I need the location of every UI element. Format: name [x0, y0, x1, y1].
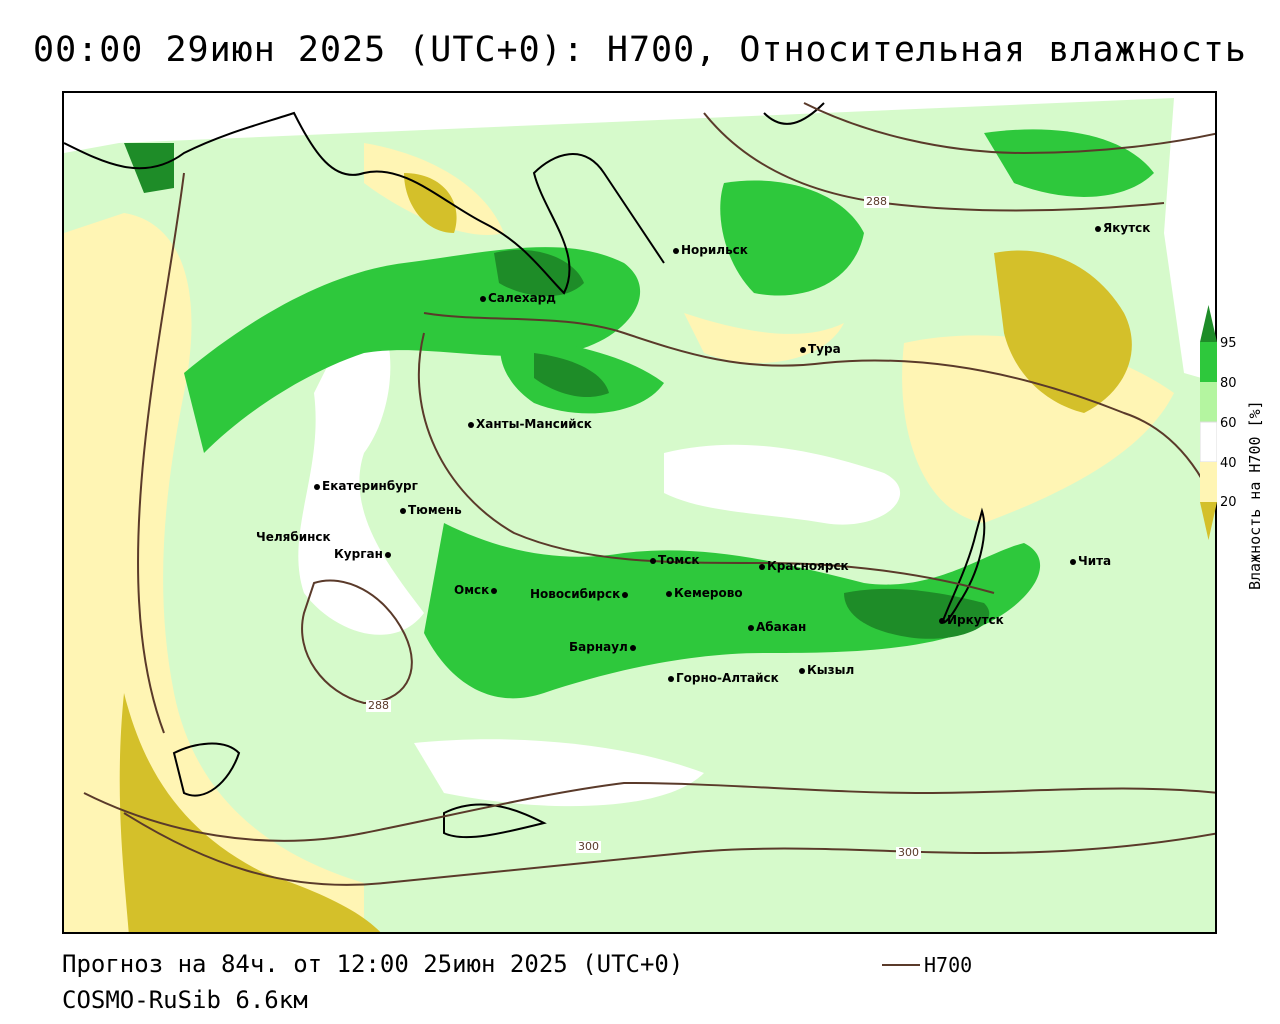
coastline	[443, 102, 825, 839]
city-yakutsk: Якутск	[1095, 221, 1150, 235]
city-marker-icon	[650, 557, 656, 564]
humidity-map: 288 288 300 300 Якутск Норильск Салехард…	[62, 91, 1217, 934]
colorbar-segment-20-40	[1200, 462, 1217, 502]
city-marker-icon	[468, 421, 474, 428]
colorbar-tick: 20	[1220, 495, 1237, 510]
city-marker-icon	[314, 483, 320, 490]
map-canvas	[64, 98, 1215, 932]
city-marker-icon	[759, 563, 765, 570]
humidity-colorbar	[1200, 305, 1217, 540]
city-omsk: Омск	[454, 583, 499, 597]
city-abakan: Абакан	[748, 620, 806, 634]
city-khanty-mansiysk: Ханты-Мансийск	[468, 417, 592, 431]
city-marker-icon	[673, 247, 679, 254]
city-marker-icon	[939, 617, 945, 624]
humidity-zone-above-95	[534, 353, 609, 398]
contour-label-300: 300	[576, 840, 601, 853]
humidity-zone-80-95	[424, 523, 1041, 699]
city-krasnoyarsk: Красноярск	[759, 559, 849, 573]
coastline	[64, 111, 665, 295]
city-gorno-altaysk: Горно-Алтайск	[668, 671, 779, 685]
colorbar-segment-40-60	[1200, 421, 1217, 463]
city-kemerovo: Кемерово	[666, 586, 743, 600]
city-novosibirsk: Новосибирск	[530, 587, 630, 601]
city-marker-icon	[480, 295, 486, 302]
city-chita: Чита	[1070, 554, 1111, 568]
crimea-outline	[172, 742, 241, 797]
colorbar-tick: 40	[1220, 456, 1237, 471]
city-salekhard: Салехард	[480, 291, 556, 305]
city-marker-icon	[799, 667, 805, 674]
humidity-zone-80-95	[720, 180, 864, 296]
city-marker-icon	[1070, 558, 1076, 565]
city-marker-icon	[1095, 225, 1101, 232]
map-title: 00:00 29июн 2025 (UTC+0): Н700, Относите…	[33, 30, 1247, 70]
contour-legend: Н700	[882, 953, 972, 977]
colorbar-segment-above95	[1200, 305, 1217, 342]
humidity-zone-below-20	[994, 250, 1132, 413]
humidity-zone-80-95	[184, 247, 641, 453]
city-tura: Тура	[800, 342, 841, 356]
city-marker-icon	[668, 675, 674, 682]
city-marker-icon	[748, 624, 754, 631]
colorbar-segment-below20	[1200, 502, 1217, 540]
city-chelyabinsk: Челябинск	[256, 530, 331, 544]
forecast-info: Прогноз на 84ч. от 12:00 25июн 2025 (UTC…	[62, 950, 684, 978]
city-norilsk: Норильск	[673, 243, 748, 257]
humidity-zone-80-95	[984, 129, 1154, 197]
city-marker-icon	[491, 587, 498, 594]
colorbar-segment-60-80	[1200, 382, 1217, 422]
colorbar-segment-80-95	[1200, 342, 1217, 382]
humidity-zone-above-95	[844, 588, 990, 639]
city-kurgan: Курган	[334, 547, 393, 561]
humidity-zone-below-20	[404, 173, 457, 233]
contour-label-288: 288	[864, 195, 889, 208]
domain-base	[64, 98, 1215, 932]
contour-label-288: 288	[366, 699, 391, 712]
city-marker-icon	[629, 644, 636, 651]
city-ekaterinburg: Екатеринбург	[314, 479, 418, 493]
humidity-zone-40-60	[298, 293, 424, 635]
city-tyumen: Тюмень	[400, 503, 462, 517]
lake-baikal	[942, 507, 986, 624]
city-tomsk: Томск	[650, 553, 700, 567]
humidity-zone-40-60	[414, 739, 704, 807]
colorbar-title: Влажность на Н700 [%]	[1246, 400, 1264, 590]
humidity-zone-40-60	[664, 444, 901, 525]
contour-label-300: 300	[896, 846, 921, 859]
city-marker-icon	[384, 551, 391, 558]
city-marker-icon	[800, 346, 806, 353]
contour-line-swatch	[882, 964, 920, 966]
model-info: COSMO-RuSib 6.6км	[62, 986, 308, 1014]
contour-legend-label: Н700	[924, 953, 973, 977]
city-marker-icon	[666, 590, 672, 597]
humidity-zone-below-20	[119, 693, 381, 932]
colorbar-tick: 95	[1220, 336, 1237, 351]
city-barnaul: Барнаул	[569, 640, 638, 654]
colorbar-tick: 60	[1220, 416, 1237, 431]
colorbar-tick: 80	[1220, 376, 1237, 391]
city-kyzyl: Кызыл	[799, 663, 854, 677]
humidity-zone-above-95	[494, 249, 584, 297]
city-marker-icon	[622, 591, 629, 598]
city-marker-icon	[400, 507, 406, 514]
city-irkutsk: Иркутск	[939, 613, 1004, 627]
